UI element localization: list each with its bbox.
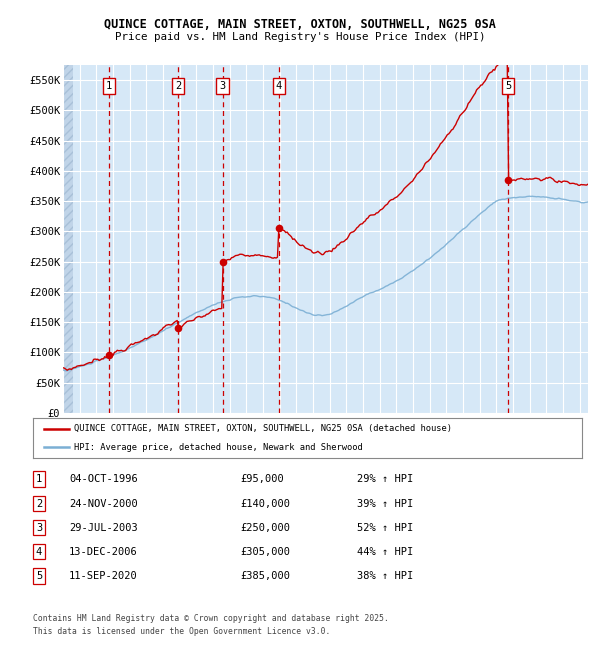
Text: 2: 2	[175, 81, 181, 91]
Text: £95,000: £95,000	[240, 474, 284, 484]
Text: 11-SEP-2020: 11-SEP-2020	[69, 571, 138, 581]
Text: QUINCE COTTAGE, MAIN STREET, OXTON, SOUTHWELL, NG25 0SA (detached house): QUINCE COTTAGE, MAIN STREET, OXTON, SOUT…	[74, 424, 452, 434]
Text: £385,000: £385,000	[240, 571, 290, 581]
Text: This data is licensed under the Open Government Licence v3.0.: This data is licensed under the Open Gov…	[33, 627, 331, 636]
Text: 1: 1	[36, 474, 42, 484]
Text: 2: 2	[36, 499, 42, 509]
Text: £140,000: £140,000	[240, 499, 290, 509]
Text: 29-JUL-2003: 29-JUL-2003	[69, 523, 138, 533]
Bar	[63, 65, 73, 413]
Text: 3: 3	[220, 81, 226, 91]
Text: £250,000: £250,000	[240, 523, 290, 533]
Text: 3: 3	[36, 523, 42, 533]
Text: HPI: Average price, detached house, Newark and Sherwood: HPI: Average price, detached house, Newa…	[74, 443, 363, 452]
Text: 24-NOV-2000: 24-NOV-2000	[69, 499, 138, 509]
Text: Contains HM Land Registry data © Crown copyright and database right 2025.: Contains HM Land Registry data © Crown c…	[33, 614, 389, 623]
Text: 52% ↑ HPI: 52% ↑ HPI	[357, 523, 413, 533]
Text: QUINCE COTTAGE, MAIN STREET, OXTON, SOUTHWELL, NG25 0SA: QUINCE COTTAGE, MAIN STREET, OXTON, SOUT…	[104, 18, 496, 31]
Text: 29% ↑ HPI: 29% ↑ HPI	[357, 474, 413, 484]
Text: 5: 5	[36, 571, 42, 581]
Text: 04-OCT-1996: 04-OCT-1996	[69, 474, 138, 484]
Text: 5: 5	[505, 81, 511, 91]
Text: 44% ↑ HPI: 44% ↑ HPI	[357, 547, 413, 557]
Text: 1: 1	[106, 81, 112, 91]
Text: 4: 4	[36, 547, 42, 557]
Text: £305,000: £305,000	[240, 547, 290, 557]
Text: 4: 4	[276, 81, 282, 91]
Text: 39% ↑ HPI: 39% ↑ HPI	[357, 499, 413, 509]
Text: 13-DEC-2006: 13-DEC-2006	[69, 547, 138, 557]
Text: Price paid vs. HM Land Registry's House Price Index (HPI): Price paid vs. HM Land Registry's House …	[115, 32, 485, 42]
Text: 38% ↑ HPI: 38% ↑ HPI	[357, 571, 413, 581]
